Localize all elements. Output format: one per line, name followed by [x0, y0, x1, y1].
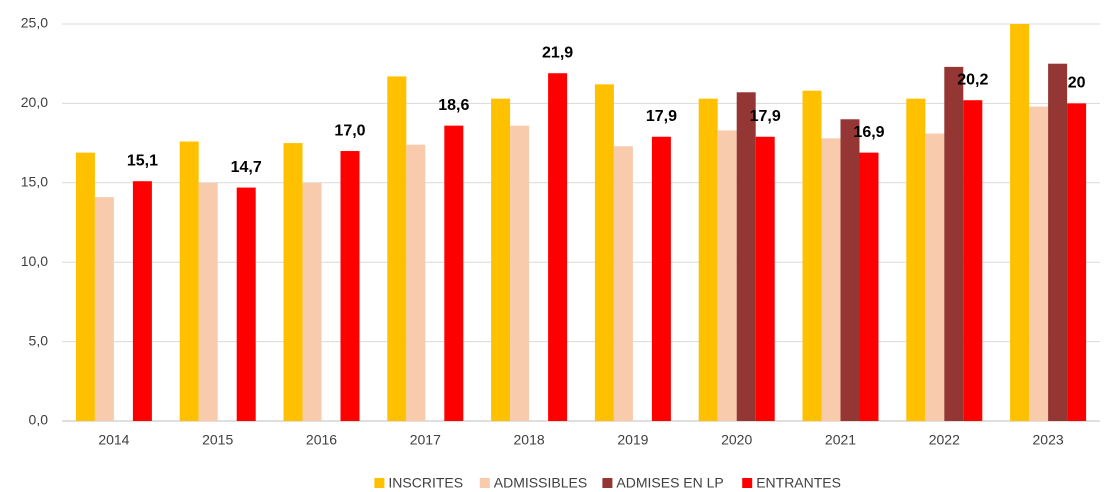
bar [802, 90, 822, 422]
y-tick-label: 25,0 [21, 15, 48, 31]
bar [132, 181, 152, 421]
value-label: 21,9 [542, 44, 573, 61]
y-tick-label: 15,0 [21, 174, 48, 190]
bar [1029, 106, 1049, 422]
x-tick-label: 2015 [202, 432, 233, 448]
x-tick-label: 2014 [98, 432, 129, 448]
y-tick-label: 10,0 [21, 253, 48, 269]
x-tick-label: 2017 [410, 432, 441, 448]
bar [963, 100, 983, 421]
bar [717, 130, 737, 421]
y-tick-label: 5,0 [29, 332, 49, 348]
legend-swatch [602, 478, 613, 488]
bar [406, 144, 426, 422]
bar [510, 125, 530, 422]
bar [302, 182, 322, 421]
bar [594, 84, 614, 422]
bar [651, 136, 671, 422]
bar [736, 92, 756, 421]
bar [859, 152, 879, 422]
bar [444, 125, 464, 422]
value-label: 18,6 [438, 97, 469, 114]
bar [340, 151, 360, 422]
value-label: 14,7 [231, 159, 262, 176]
value-label: 20 [1068, 75, 1086, 92]
legend-swatch [479, 478, 490, 488]
value-label: 17,9 [750, 108, 781, 125]
bar [1010, 24, 1030, 421]
legend-label: ADMISES EN LP [616, 475, 723, 491]
bar [755, 136, 775, 422]
x-tick-label: 2018 [514, 432, 545, 448]
y-tick-label: 0,0 [29, 412, 49, 428]
x-tick-label: 2022 [929, 432, 960, 448]
bar [613, 146, 633, 421]
bar [283, 143, 303, 421]
x-tick-label: 2016 [306, 432, 337, 448]
bar [821, 138, 841, 421]
bar [944, 66, 964, 421]
value-label: 20,2 [957, 71, 988, 88]
value-label: 16,9 [853, 124, 884, 141]
bar [236, 187, 256, 421]
x-tick-label: 2019 [617, 432, 648, 448]
bar [94, 197, 114, 421]
bar [840, 119, 860, 421]
legend-label: ADMISSIBLES [494, 475, 587, 491]
x-tick-label: 2021 [825, 432, 856, 448]
bar [906, 98, 926, 422]
legend-swatch [742, 478, 753, 488]
legend-label: ENTRANTES [756, 475, 841, 491]
bar [179, 141, 199, 421]
legend-label: INSCRITES [388, 475, 463, 491]
value-label: 15,1 [127, 152, 158, 169]
bar [1048, 63, 1068, 421]
bar [75, 152, 95, 422]
bar [491, 98, 511, 422]
bar [1067, 103, 1087, 422]
value-label: 17,9 [646, 108, 677, 125]
bar [548, 73, 568, 421]
bar [387, 76, 407, 422]
bar [198, 182, 218, 421]
bar [925, 133, 945, 421]
value-label: 17,0 [334, 122, 365, 139]
x-tick-label: 2023 [1033, 432, 1064, 448]
y-tick-label: 20,0 [21, 94, 48, 110]
legend-swatch [374, 478, 385, 488]
bar [698, 98, 718, 422]
x-tick-label: 2020 [721, 432, 752, 448]
